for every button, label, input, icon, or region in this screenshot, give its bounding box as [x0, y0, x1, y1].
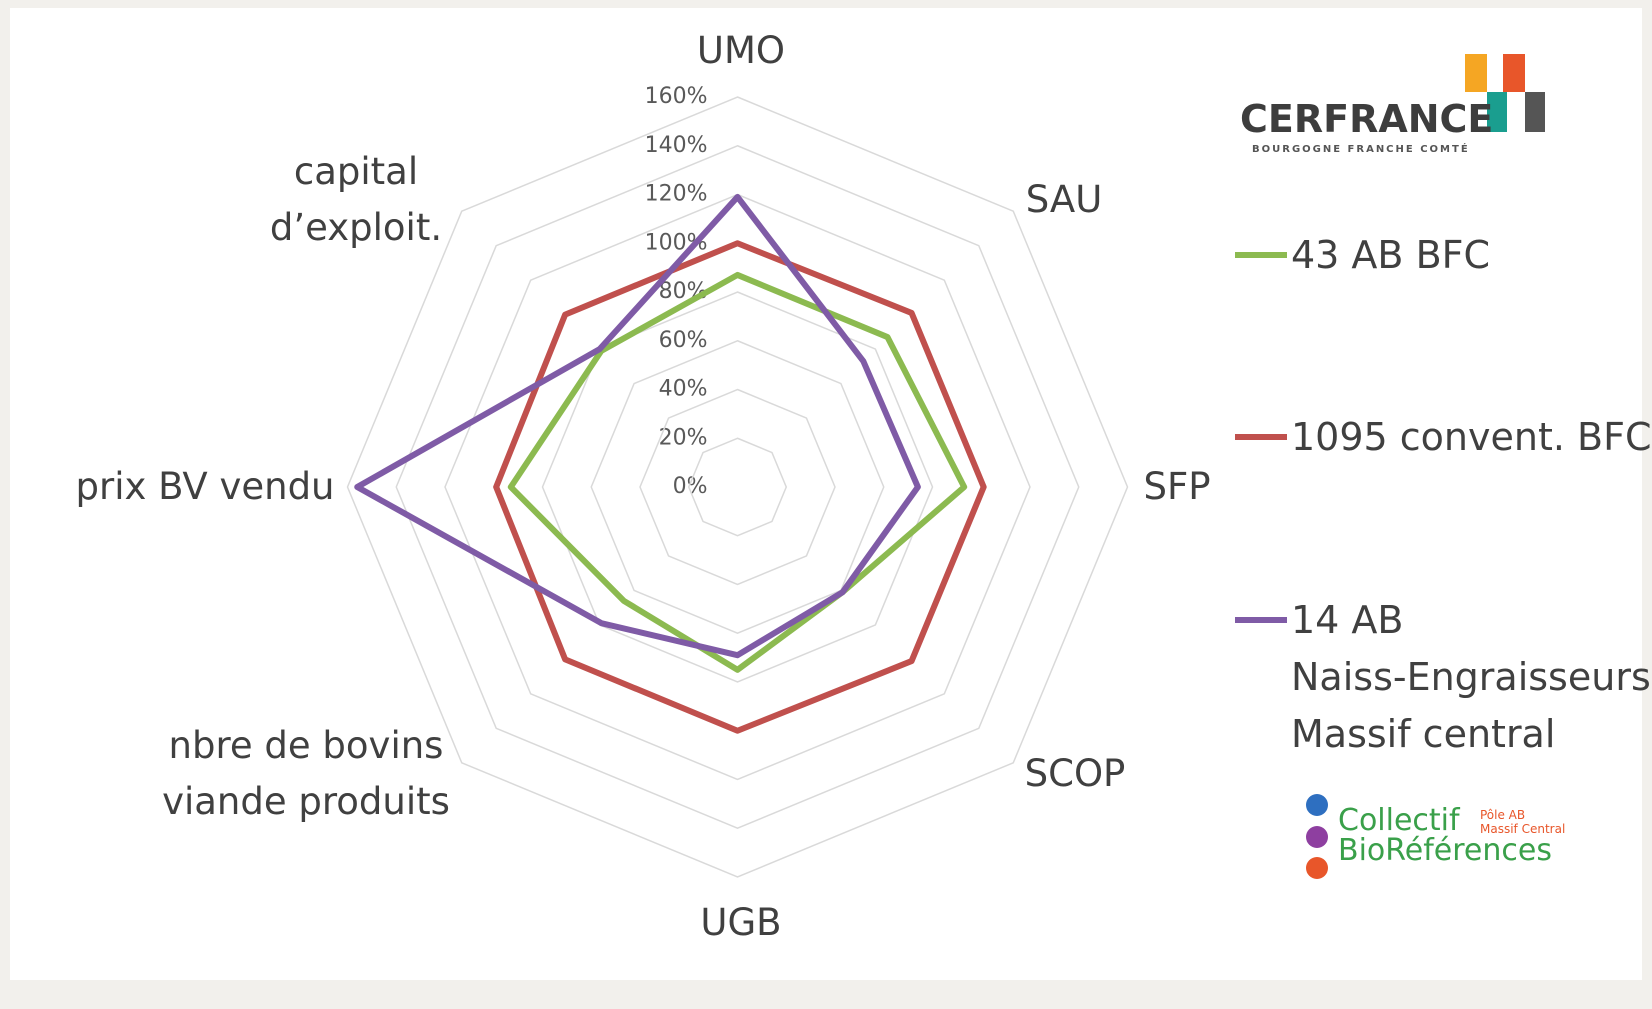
legend-label: 14 AB Naiss-Engraisseurs Massif central: [1291, 598, 1651, 756]
grid-line: [687, 437, 788, 537]
grid-line: [639, 388, 836, 586]
logo-shape: [1525, 92, 1545, 132]
grid-line: [444, 193, 1031, 781]
series-line: [493, 240, 987, 734]
axis-label: SAU: [1025, 178, 1103, 221]
tick-label: 160%: [645, 84, 708, 109]
logo-shape: [1503, 54, 1525, 92]
slide: [10, 8, 1642, 980]
tick-label: 0%: [673, 474, 708, 499]
series-line: [354, 193, 921, 659]
axis-label: SCOP: [1024, 752, 1126, 795]
series-line: [507, 271, 968, 673]
grid-line: [346, 96, 1129, 878]
logo-text: CERFRANCE: [1240, 97, 1493, 141]
grid-line: [395, 144, 1080, 830]
cerfrance-logo: CERFRANCE BOURGOGNE FRANCHE COMTÉ: [1240, 54, 1545, 155]
axis-label: prix BV vendu: [75, 465, 335, 508]
tick-label: 80%: [659, 279, 708, 304]
logo-text: Collectif: [1338, 803, 1461, 838]
axis-label: UMO: [696, 29, 786, 72]
logo-shape: [1465, 54, 1487, 92]
axis-label: SFP: [1143, 465, 1211, 508]
logo-shape: [1306, 794, 1328, 816]
logo-shape: [1487, 92, 1507, 132]
tick-label: 140%: [645, 133, 708, 158]
axis-label: UGB: [700, 901, 782, 944]
legend-label: 1095 convent. BFC: [1291, 415, 1652, 459]
logo-subtext: BOURGOGNE FRANCHE COMTÉ: [1252, 142, 1470, 155]
collectif-logo: Collectif BioRéférences: [1306, 794, 1552, 879]
grid-line: [541, 291, 934, 683]
axis-label: capital d’exploit.: [269, 150, 443, 249]
logo-shape: [1306, 857, 1328, 879]
grid-line: [590, 339, 885, 635]
logo-subtext: Pôle AB Massif Central: [1480, 808, 1566, 836]
logo-shape: [1306, 826, 1328, 848]
tick-label: 40%: [659, 377, 708, 402]
tick-label: 20%: [659, 425, 708, 450]
tick-label: 60%: [659, 328, 708, 353]
logo-text: BioRéférences: [1338, 833, 1552, 868]
legend-label: 43 AB BFC: [1291, 233, 1491, 277]
tick-label: 120%: [645, 182, 708, 207]
axis-label: nbre de bovins viande produits: [162, 724, 450, 823]
